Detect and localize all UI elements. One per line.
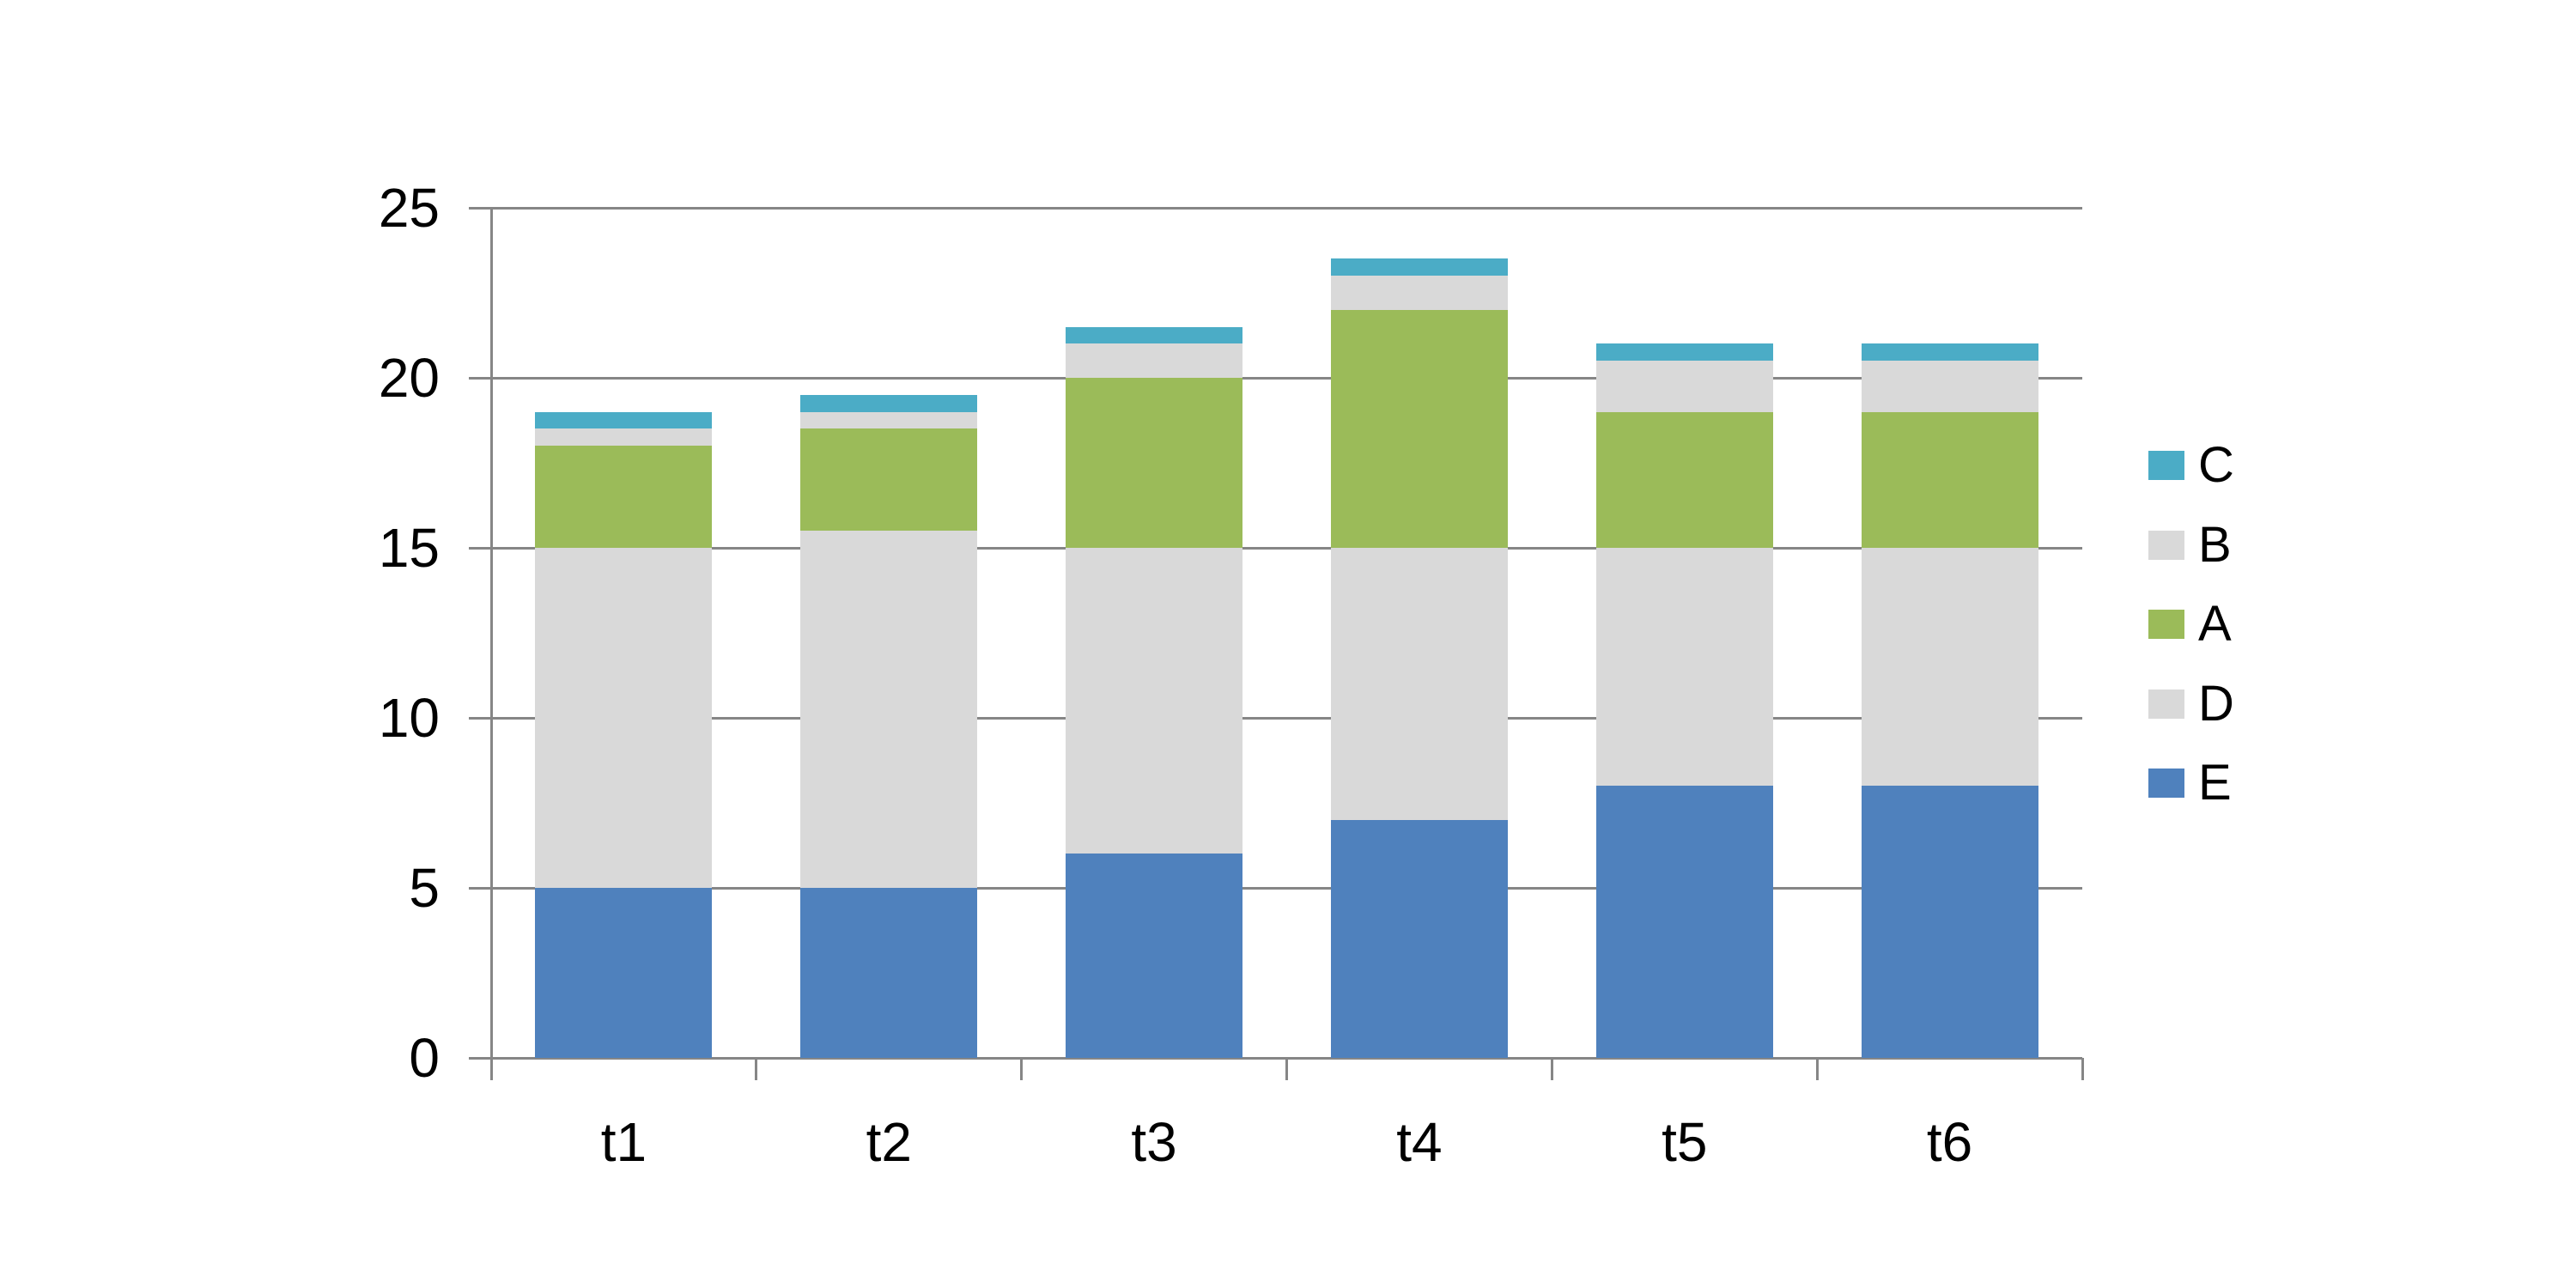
legend-swatch-A — [2148, 610, 2184, 639]
x-axis-label-t4: t4 — [1396, 1111, 1443, 1173]
legend-label-E: E — [2198, 755, 2232, 811]
x-tick-6 — [2081, 1058, 2084, 1080]
x-axis-label-t5: t5 — [1662, 1111, 1708, 1173]
bar-t5-segment-A — [1595, 411, 1773, 548]
bar-t2-segment-D — [800, 531, 978, 888]
bar-t2-segment-B — [800, 411, 978, 429]
legend-swatch-B — [2148, 530, 2184, 560]
y-tick-0 — [469, 1056, 491, 1060]
legend-label-B: B — [2198, 516, 2232, 573]
bar-t3-segment-C — [1066, 326, 1243, 344]
bar-t5-segment-B — [1595, 361, 1773, 412]
bar-t6-segment-B — [1861, 361, 2038, 412]
gridline-5 — [491, 886, 2082, 890]
y-axis-label-20: 20 — [378, 347, 440, 409]
y-tick-20 — [469, 376, 491, 380]
bar-t3-segment-B — [1066, 343, 1243, 378]
x-axis-label-t6: t6 — [1926, 1111, 1973, 1173]
bar-t6-segment-D — [1861, 548, 2038, 787]
x-tick-0 — [489, 1058, 493, 1080]
legend-swatch-C — [2148, 451, 2184, 480]
x-axis-label-t1: t1 — [600, 1111, 647, 1173]
bar-t2-segment-E — [800, 888, 978, 1058]
bar-t1-segment-A — [535, 446, 713, 548]
y-tick-5 — [469, 886, 491, 890]
bar-t2-segment-C — [800, 394, 978, 412]
bar-t1-segment-C — [535, 411, 713, 429]
legend-swatch-D — [2148, 689, 2184, 719]
x-tick-2 — [1020, 1058, 1024, 1080]
bar-t6-segment-E — [1861, 786, 2038, 1058]
y-axis-line — [489, 208, 493, 1058]
bar-t3-segment-E — [1066, 854, 1243, 1058]
legend-swatch-E — [2148, 769, 2184, 798]
bar-t4-segment-D — [1330, 548, 1508, 820]
bar-t4-segment-B — [1330, 276, 1508, 310]
bar-t4-segment-C — [1330, 258, 1508, 276]
gridline-25 — [491, 206, 2082, 210]
bar-t5-segment-C — [1595, 343, 1773, 361]
y-axis-label-5: 5 — [409, 857, 440, 919]
x-tick-5 — [1815, 1058, 1819, 1080]
bar-t4-segment-A — [1330, 309, 1508, 548]
legend-label-A: A — [2198, 596, 2232, 652]
bar-t1-segment-E — [535, 888, 713, 1058]
bar-t2-segment-A — [800, 428, 978, 532]
bar-t1-segment-D — [535, 548, 713, 888]
bar-t4-segment-E — [1330, 819, 1508, 1058]
x-axis-label-t2: t2 — [866, 1111, 912, 1173]
y-axis-label-10: 10 — [378, 687, 440, 749]
x-tick-1 — [755, 1058, 758, 1080]
legend-label-D: D — [2198, 675, 2234, 732]
x-tick-4 — [1550, 1058, 1553, 1080]
bar-t6-segment-A — [1861, 411, 2038, 548]
legend-label-C: C — [2198, 437, 2234, 493]
bar-t3-segment-D — [1066, 548, 1243, 854]
y-axis-label-25: 25 — [378, 177, 440, 239]
gridline-15 — [491, 546, 2082, 550]
bar-t5-segment-E — [1595, 786, 1773, 1058]
gridline-20 — [491, 376, 2082, 380]
y-tick-25 — [469, 206, 491, 210]
bar-t1-segment-B — [535, 428, 713, 447]
y-axis-label-0: 0 — [409, 1027, 440, 1089]
x-axis-label-t3: t3 — [1131, 1111, 1177, 1173]
y-axis-label-15: 15 — [378, 517, 440, 579]
gridline-10 — [491, 716, 2082, 720]
y-tick-10 — [469, 716, 491, 720]
bar-t5-segment-D — [1595, 548, 1773, 787]
y-tick-15 — [469, 546, 491, 550]
bar-t3-segment-A — [1066, 378, 1243, 548]
x-tick-3 — [1285, 1058, 1288, 1080]
bar-t6-segment-C — [1861, 343, 2038, 361]
